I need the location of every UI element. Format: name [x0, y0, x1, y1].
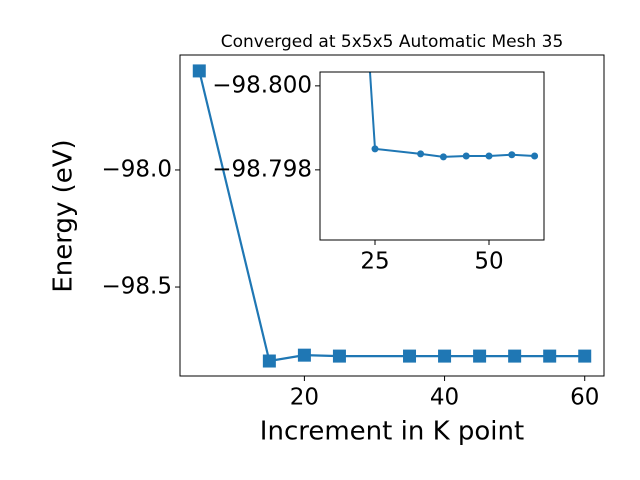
- data-point: [508, 151, 516, 159]
- axes-frame: [319, 71, 545, 241]
- data-point: [192, 64, 206, 78]
- data-point: [473, 349, 487, 363]
- data-line: [368, 72, 535, 158]
- plot-clip: [192, 64, 592, 368]
- x-tick-label: 20: [290, 385, 319, 411]
- y-tick-label: −98.5: [102, 274, 172, 300]
- data-point: [508, 349, 522, 363]
- y-tick-label: −98.798: [212, 156, 312, 182]
- x-tick-label: 50: [474, 249, 503, 275]
- x-axis-label: Increment in K point: [260, 417, 524, 447]
- data-point: [485, 152, 493, 160]
- plot-clip: [368, 72, 539, 161]
- axes-frame: [179, 54, 605, 377]
- data-point: [438, 349, 452, 363]
- data-point: [297, 348, 311, 362]
- x-tick-label: 60: [570, 385, 599, 411]
- data-point: [578, 349, 592, 363]
- data-point: [262, 354, 276, 368]
- data-point: [417, 150, 425, 158]
- x-tick-label: 40: [430, 385, 459, 411]
- data-point: [531, 152, 539, 160]
- y-tick-label: −98.800: [212, 72, 312, 98]
- data-point: [439, 153, 447, 161]
- x-tick-label: 25: [360, 249, 389, 275]
- chart-title: Converged at 5x5x5 Automatic Mesh 35: [221, 32, 564, 52]
- data-point: [462, 152, 470, 160]
- data-point: [543, 349, 557, 363]
- data-point: [371, 145, 379, 153]
- y-tick-label: −98.0: [102, 156, 172, 182]
- data-point: [332, 349, 346, 363]
- y-axis-label: Energy (eV): [49, 139, 79, 292]
- data-line: [198, 70, 585, 363]
- data-point: [403, 349, 417, 363]
